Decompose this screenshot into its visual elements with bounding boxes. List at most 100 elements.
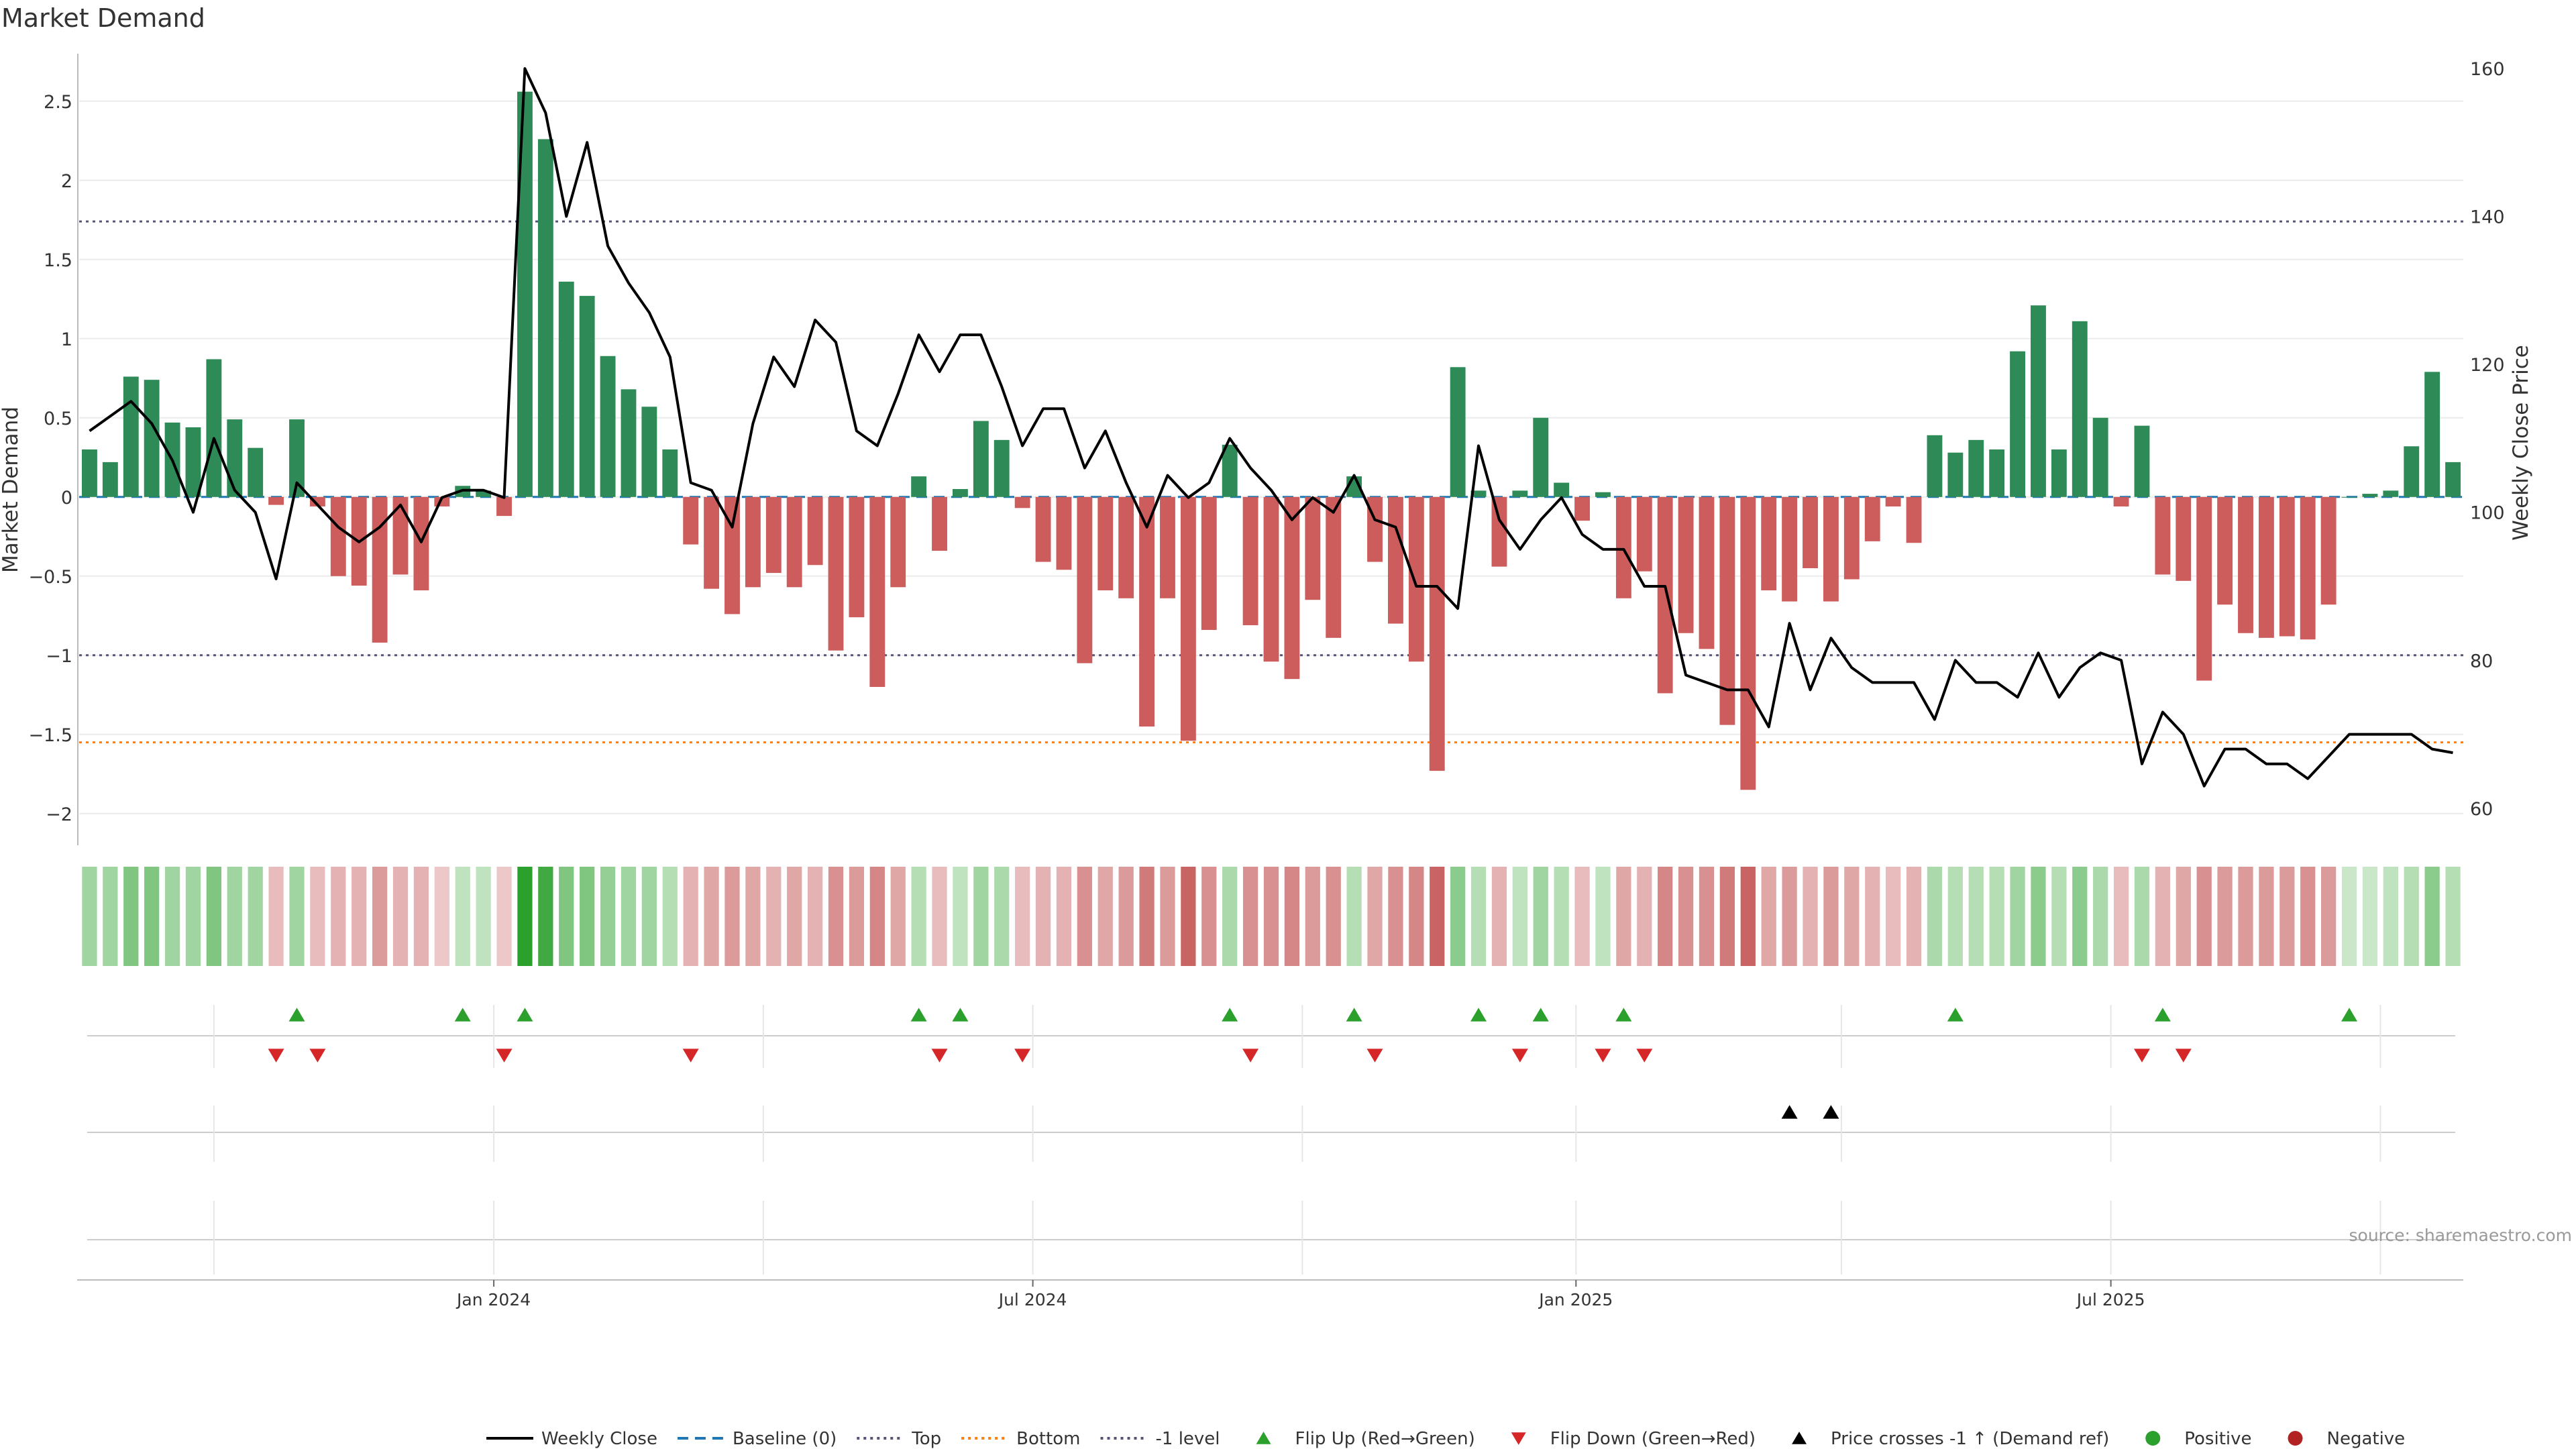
event-markers [87, 1005, 2455, 1275]
strip-cell [2362, 867, 2378, 966]
demand-bar [849, 496, 865, 618]
y2-tick-label: 80 [2470, 651, 2493, 672]
demand-bar [2424, 372, 2440, 497]
strip-cell [413, 867, 429, 966]
demand-bar [953, 489, 968, 497]
strip-cell [1886, 867, 1901, 966]
strip-cell [1284, 867, 1300, 966]
axes-layer: 2.5 2 1.5 1 0.5 0 −0.5 −1 −1.5 −2 160 140 120 100 80 60… [0, 54, 2533, 845]
demand-bar [2445, 462, 2461, 497]
strip-cell [973, 867, 989, 966]
demand-bar [973, 421, 989, 497]
strip-cell [1015, 867, 1030, 966]
x-tick-label: Jan 2024 [455, 1290, 531, 1309]
strip-cell [600, 867, 616, 966]
demand-bar [994, 439, 1010, 497]
flip-up-marker [2154, 1008, 2171, 1022]
strip-cell [1740, 867, 1756, 966]
demand-bar [2383, 490, 2399, 497]
strip-cell [123, 867, 139, 966]
strip-cell [2424, 867, 2440, 966]
strip-cell [869, 867, 885, 966]
demand-bar [2238, 496, 2253, 633]
demand-bar [1512, 490, 1528, 497]
legend-item-top: Top [857, 1429, 941, 1449]
strip-cell [1782, 867, 1797, 966]
demand-bar [185, 427, 201, 497]
flip-up-marker [1470, 1008, 1487, 1022]
strip-cell [1574, 867, 1590, 966]
demand-bar [2217, 496, 2233, 605]
demand-bar [1699, 496, 1715, 649]
y2-tick-label: 60 [2470, 799, 2493, 820]
strip-cell [2300, 867, 2316, 966]
flip-up-marker [454, 1008, 471, 1022]
demand-bar [2320, 496, 2337, 605]
demand-bar [704, 496, 720, 589]
strip-cell [1947, 867, 1963, 966]
legend-item-positive: Positive [2145, 1429, 2252, 1449]
strip-cell [185, 867, 201, 966]
price-cross-marker [1823, 1105, 1839, 1119]
strip-cell [455, 867, 470, 966]
strip-cell [331, 867, 346, 966]
demand-bar [2031, 305, 2046, 497]
strip-cell [2217, 867, 2233, 966]
demand-bar [600, 356, 616, 497]
strip-cell [932, 867, 947, 966]
source-label: source: sharemaestro.com [2349, 1226, 2573, 1245]
strip-cell [2259, 867, 2274, 966]
strip-cell [1803, 867, 1818, 966]
demand-bar [662, 449, 678, 497]
strip-cell [1222, 867, 1238, 966]
flip-down-marker [1636, 1049, 1653, 1063]
demand-bar [476, 490, 492, 497]
flip-down-marker [1014, 1049, 1031, 1063]
demand-bar [1450, 367, 1466, 497]
strip-cell [621, 867, 637, 966]
demand-bar [558, 281, 574, 497]
demand-bar [1326, 496, 1342, 638]
strip-cell [1160, 867, 1175, 966]
demand-bar [1968, 439, 1984, 497]
demand-bar [2051, 449, 2067, 497]
demand-bar [1160, 496, 1175, 598]
price-line-layer [89, 67, 2453, 788]
x-tick-label: Jul 2024 [998, 1290, 1067, 1309]
strip-cell [268, 867, 284, 966]
strip-cell [1699, 867, 1715, 966]
strip-cell [476, 867, 491, 966]
demand-bar [144, 380, 160, 497]
flip-up-marker [1532, 1008, 1549, 1022]
y2-tick-label: 100 [2470, 503, 2505, 524]
demand-bar [1636, 496, 1652, 572]
strip-cell [2279, 867, 2295, 966]
strip-cell [1616, 867, 1631, 966]
strip-cell [2238, 867, 2253, 966]
demand-bar [1242, 496, 1258, 625]
demand-bar [807, 496, 823, 566]
strip-cell [2341, 867, 2357, 966]
demand-bar [102, 462, 118, 497]
y-tick-label: −2 [46, 804, 72, 825]
strip-cell [890, 867, 906, 966]
flip-down-marker [268, 1049, 284, 1063]
strip-cell [1470, 867, 1487, 966]
demand-bar [330, 496, 346, 576]
demand-bar [2300, 496, 2316, 640]
negative-label: Negative [2327, 1429, 2406, 1449]
demand-bar [1719, 496, 1735, 725]
legend-item-negative: Negative [2288, 1429, 2406, 1449]
strip-cell [683, 867, 698, 966]
strip-cell [1409, 867, 1424, 966]
flip-up-swatch [1256, 1432, 1271, 1444]
demand-bar [1429, 496, 1445, 771]
demand-bar [1097, 496, 1114, 591]
demand-bar [1574, 496, 1590, 521]
strip-cell [1968, 867, 1984, 966]
flip-up-label: Flip Up (Red→Green) [1295, 1429, 1475, 1449]
legend-item-flip-down: Flip Down (Green→Red) [1511, 1429, 1756, 1449]
flip-up-marker [910, 1008, 927, 1022]
demand-bar [1595, 492, 1611, 497]
flip-up-marker [1346, 1008, 1362, 1022]
